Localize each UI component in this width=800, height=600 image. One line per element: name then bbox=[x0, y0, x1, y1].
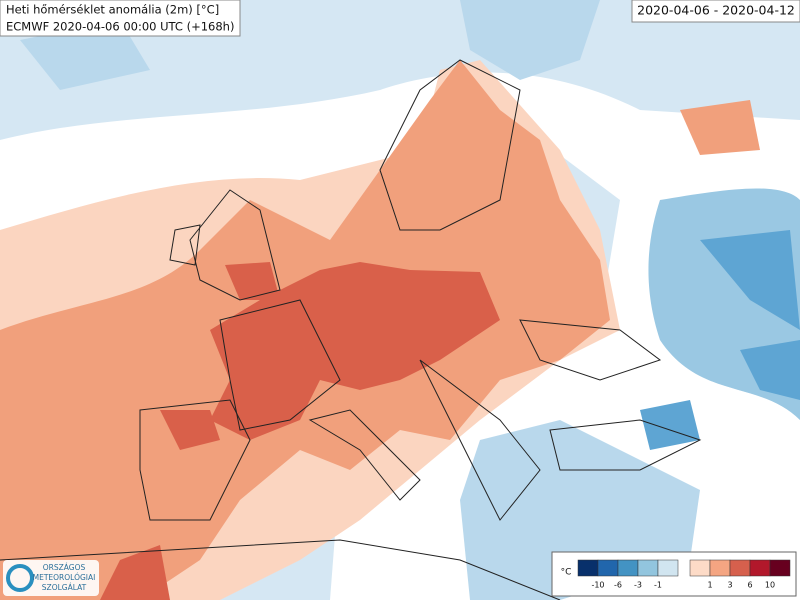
warm-moderate bbox=[680, 100, 760, 155]
logo-text: ORSZÁGOS bbox=[43, 563, 86, 572]
legend-swatch bbox=[749, 559, 771, 577]
legend-swatch bbox=[657, 559, 679, 577]
legend-swatch bbox=[729, 559, 751, 577]
legend-tick-label: -1 bbox=[654, 581, 662, 590]
cold-moderate bbox=[700, 230, 800, 400]
legend-swatch bbox=[577, 559, 599, 577]
legend-swatch bbox=[709, 559, 731, 577]
legend-tick-label: 6 bbox=[747, 581, 752, 590]
legend-swatch bbox=[689, 559, 711, 577]
cold-moderate bbox=[640, 400, 700, 450]
legend-tick-label: 1 bbox=[707, 581, 712, 590]
legend-swatch bbox=[769, 559, 791, 577]
legend-tick-label: 3 bbox=[727, 581, 732, 590]
warm-strong bbox=[100, 545, 170, 600]
period-box bbox=[631, 0, 800, 23]
coastlines bbox=[0, 59, 702, 600]
legend-swatch bbox=[597, 559, 619, 577]
logo-text: SZOLGÁLAT bbox=[42, 583, 87, 592]
legend-unit: °C bbox=[561, 568, 572, 578]
title: Heti hőmérséklet anomália (2m) [°C] bbox=[6, 3, 219, 17]
period: 2020-04-06 - 2020-04-12 bbox=[637, 3, 795, 18]
logo-icon bbox=[6, 564, 34, 592]
cold-light bbox=[20, 0, 600, 90]
legend-tick-label: 10 bbox=[765, 581, 775, 590]
warm-strong bbox=[210, 262, 500, 440]
legend: -10 -6 -3 -1 1 3 6 10 bbox=[577, 559, 791, 590]
logo-text: METEOROLÓGIAI bbox=[33, 573, 96, 582]
warm-strong bbox=[160, 410, 220, 450]
warm-strong bbox=[225, 262, 280, 300]
title-box bbox=[0, 0, 241, 37]
legend-tick-label: -10 bbox=[591, 581, 604, 590]
legend-swatch bbox=[637, 559, 659, 577]
subtitle: ECMWF 2020-04-06 00:00 UTC (+168h) bbox=[6, 20, 234, 34]
legend-tick-label: -3 bbox=[634, 581, 642, 590]
legend-swatch bbox=[617, 559, 639, 577]
legend-tick-label: -6 bbox=[614, 581, 622, 590]
